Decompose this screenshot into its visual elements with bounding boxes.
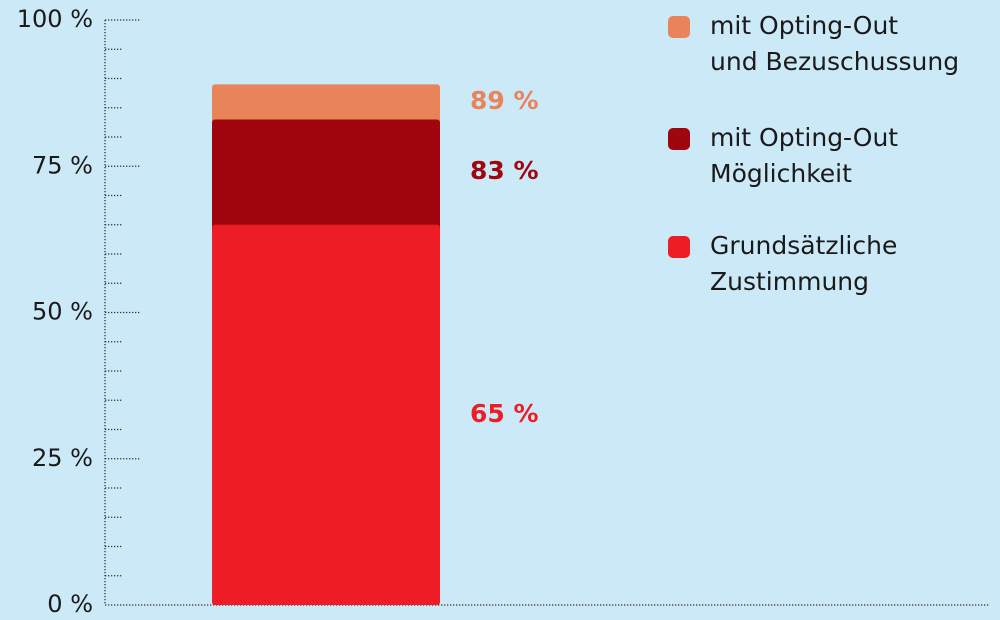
legend-swatch bbox=[668, 128, 690, 150]
y-tick-label: 100 % bbox=[17, 5, 93, 33]
legend-label: mit Opting-Out Möglichkeit bbox=[710, 123, 899, 188]
y-tick-label: 25 % bbox=[32, 444, 93, 472]
data-label: 83 % bbox=[470, 156, 539, 185]
legend-swatch bbox=[668, 236, 690, 258]
y-tick-label: 0 % bbox=[47, 590, 93, 618]
legend-item: mit Opting-Out Möglichkeit bbox=[668, 120, 898, 192]
bar bbox=[212, 224, 440, 605]
data-label: 65 % bbox=[470, 399, 539, 428]
legend-label: mit Opting-Out und Bezuschussung bbox=[710, 11, 960, 76]
data-label: 89 % bbox=[470, 86, 539, 115]
y-tick-label: 75 % bbox=[32, 151, 93, 179]
legend-item: mit Opting-Out und Bezuschussung bbox=[668, 8, 959, 80]
legend-item: Grundsätzliche Zustimmung bbox=[668, 228, 897, 300]
legend-swatch bbox=[668, 16, 690, 38]
y-tick-label: 50 % bbox=[32, 298, 93, 326]
legend-label: Grundsätzliche Zustimmung bbox=[710, 231, 898, 296]
